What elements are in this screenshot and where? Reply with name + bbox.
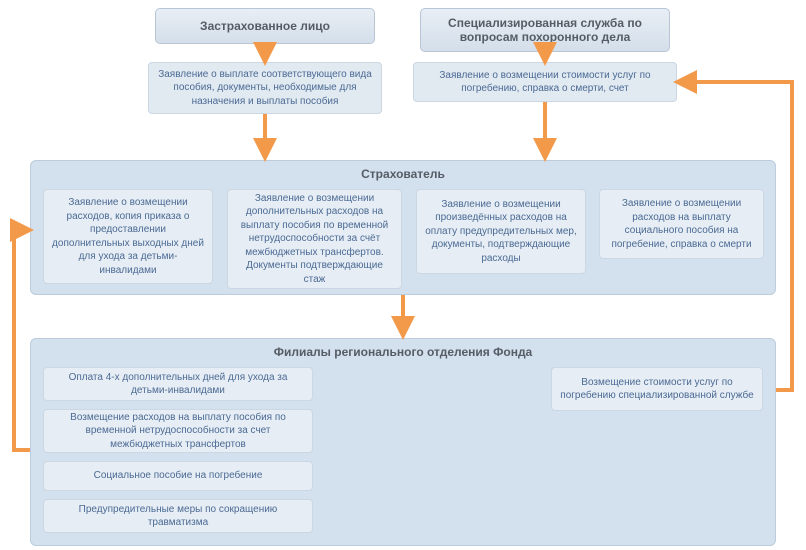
insurer-item-3-text: Заявление о возмещении расходов на выпла… [608, 197, 755, 251]
insurer-item-2-text: Заявление о возмещении произведённых рас… [425, 198, 577, 266]
doc-service: Заявление о возмещении стоимости услуг п… [413, 62, 677, 102]
header-insured-label: Застрахованное лицо [200, 19, 330, 33]
branch-right-text: Возмещение стоимости услуг по погребению… [560, 376, 754, 403]
branch-left-0: Оплата 4-х дополнительных дней для ухода… [43, 367, 313, 401]
header-service-label: Специализированная служба по вопросам по… [431, 16, 659, 44]
doc-insured: Заявление о выплате соответствующего вид… [148, 62, 382, 114]
insurer-item-3: Заявление о возмещении расходов на выпла… [599, 189, 764, 259]
branch-right: Возмещение стоимости услуг по погребению… [551, 367, 763, 411]
insurer-item-1-text: Заявление о возмещении дополнительных ра… [236, 192, 393, 287]
branch-left-0-text: Оплата 4-х дополнительных дней для ухода… [52, 371, 304, 398]
panel-branches-title: Филиалы регионального отделения Фонда [31, 339, 775, 359]
panel-branches: Филиалы регионального отделения Фонда Оп… [30, 338, 776, 546]
branch-left-2-text: Социальное пособие на погребение [94, 469, 263, 483]
panel-insurer-title: Страхователь [31, 161, 775, 181]
arrow-feedback-left [14, 230, 30, 450]
branch-left-3: Предупредительные меры по сокращению тра… [43, 499, 313, 533]
branch-left-3-text: Предупредительные меры по сокращению тра… [52, 503, 304, 530]
header-insured: Застрахованное лицо [155, 8, 375, 44]
doc-insured-text: Заявление о выплате соответствующего вид… [157, 68, 373, 109]
header-specialized-service: Специализированная служба по вопросам по… [420, 8, 670, 52]
branch-left-1: Возмещение расходов на выплату пособия п… [43, 409, 313, 453]
doc-service-text: Заявление о возмещении стоимости услуг п… [422, 69, 668, 96]
insurer-item-0: Заявление о возмещении расходов, копия п… [43, 189, 213, 284]
branch-left-2: Социальное пособие на погребение [43, 461, 313, 491]
insurer-item-0-text: Заявление о возмещении расходов, копия п… [52, 196, 204, 277]
insurer-item-1: Заявление о возмещении дополнительных ра… [227, 189, 402, 289]
panel-insurer: Страхователь Заявление о возмещении расх… [30, 160, 776, 295]
branch-left-1-text: Возмещение расходов на выплату пособия п… [52, 411, 304, 452]
insurer-item-2: Заявление о возмещении произведённых рас… [416, 189, 586, 274]
